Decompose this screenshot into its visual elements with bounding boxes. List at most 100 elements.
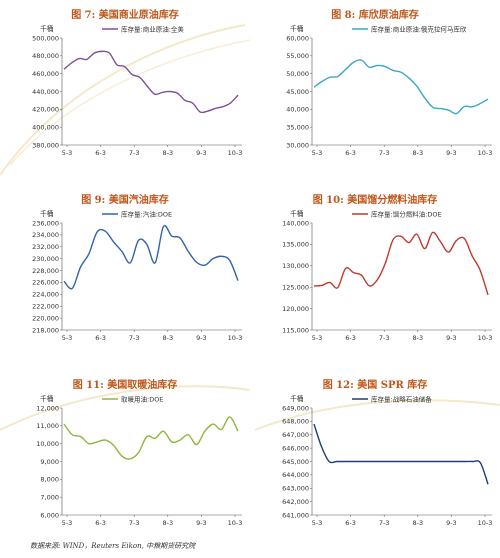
x-tick-label: 10-3 — [228, 519, 243, 527]
x-tick-label: 5-3 — [62, 149, 73, 157]
chart-title: 图 7: 美国商业原油库存 — [71, 10, 179, 21]
x-tick-label: 7-3 — [379, 334, 390, 342]
chart-svg: 千桶 218,000 220,000 222,000 224,000 226,000 228… — [32, 209, 243, 342]
x-tick-label: 8-3 — [412, 519, 423, 527]
source-note: 数据来源: WIND，Reuters Eikon, 中粮期货研究院 — [30, 542, 196, 550]
y-tick-label: 420,000 — [32, 106, 59, 114]
legend-label: 取暖用油:DOE — [121, 394, 163, 403]
series-line — [313, 59, 489, 115]
chart-title: 图 11: 美国取暖油库存 — [72, 380, 178, 391]
series-line — [313, 231, 489, 296]
y-tick-label: 218,000 — [32, 326, 59, 334]
y-tick-label: 115,000 — [282, 326, 309, 334]
y-tick-label: 6,000 — [40, 511, 59, 519]
x-tick-label: 10-3 — [228, 334, 243, 342]
series-line — [63, 224, 239, 290]
x-tick-label: 8-3 — [162, 149, 173, 157]
unit-label: 千桶 — [40, 24, 54, 33]
x-tick-label: 9-3 — [196, 334, 207, 342]
unit-label: 千桶 — [40, 394, 54, 403]
series-line — [63, 50, 239, 114]
chart-panel-2: 图 8: 库欣原油库存 千桶 30,000 35,000 40,000 45,000 50… — [250, 0, 500, 185]
chart-panel-4: 图 10: 美国馏分燃料油库存 千桶 115,000 120,000 125,000 1… — [250, 185, 500, 370]
y-tick-label: 649,000 — [282, 404, 309, 412]
chart-svg: 千桶 641,000 642,000 643,000 644,000 645,000 646… — [282, 394, 493, 527]
x-tick-label: 6-3 — [95, 519, 106, 527]
y-tick-label: 11,000 — [36, 422, 59, 430]
chart-svg: 千桶 30,000 35,000 40,000 45,000 50,000 55,000 60… — [286, 24, 493, 157]
y-tick-label: 120,000 — [282, 305, 309, 313]
y-tick-label: 641,000 — [282, 511, 309, 519]
legend-label: 库存量:馏分燃料油:DOE — [371, 209, 442, 218]
chart-svg: 千桶 115,000 120,000 125,000 130,000 135,000 140… — [282, 209, 493, 342]
unit-label: 千桶 — [290, 394, 304, 403]
x-tick-label: 9-3 — [446, 334, 457, 342]
y-tick-label: 130,000 — [282, 262, 309, 270]
y-tick-label: 30,000 — [286, 141, 309, 149]
legend-label: 库存量:商业原油:全美 — [121, 24, 184, 33]
x-tick-label: 8-3 — [412, 334, 423, 342]
x-tick-label: 5-3 — [312, 519, 323, 527]
series-line — [313, 423, 489, 485]
x-tick-label: 10-3 — [478, 334, 493, 342]
x-tick-label: 5-3 — [62, 519, 73, 527]
chart-title: 图 10: 美国馏分燃料油库存 — [312, 195, 438, 206]
y-tick-label: 8,000 — [40, 476, 59, 484]
y-tick-label: 55,000 — [286, 52, 309, 60]
chart-svg: 千桶 380,000 400,000 420,000 440,000 460,000 480… — [32, 24, 242, 157]
y-tick-label: 642,000 — [282, 498, 309, 506]
y-tick-label: 644,000 — [282, 471, 309, 479]
y-tick-label: 648,000 — [282, 418, 309, 426]
y-tick-label: 232,000 — [32, 243, 59, 251]
x-tick-label: 6-3 — [345, 149, 356, 157]
y-tick-label: 646,000 — [282, 444, 309, 452]
y-tick-label: 460,000 — [32, 70, 59, 78]
y-tick-label: 226,000 — [32, 279, 59, 287]
x-tick-label: 9-3 — [196, 149, 207, 157]
y-tick-label: 125,000 — [282, 284, 309, 292]
x-tick-label: 9-3 — [196, 519, 207, 527]
x-tick-label: 8-3 — [412, 149, 423, 157]
y-tick-label: 135,000 — [282, 241, 309, 249]
y-tick-label: 440,000 — [32, 88, 59, 96]
series-line — [63, 416, 239, 460]
legend-label: 库存量:汽油:DOE — [121, 209, 172, 218]
unit-label: 千桶 — [290, 209, 304, 218]
y-tick-label: 7,000 — [40, 493, 59, 501]
chart-panel-5: 图 11: 美国取暖油库存 千桶 6,000 7,000 8,000 9,000 10,0… — [0, 370, 250, 555]
x-tick-label: 8-3 — [162, 334, 173, 342]
y-tick-label: 480,000 — [32, 52, 59, 60]
chart-title: 图 12: 美国 SPR 库存 — [322, 380, 428, 391]
y-tick-label: 10,000 — [36, 440, 59, 448]
y-tick-label: 35,000 — [286, 123, 309, 131]
y-tick-label: 220,000 — [32, 314, 59, 322]
chart-title: 图 9: 美国汽油库存 — [81, 195, 169, 206]
x-tick-label: 7-3 — [129, 334, 140, 342]
x-tick-label: 5-3 — [312, 334, 323, 342]
x-tick-label: 9-3 — [446, 519, 457, 527]
x-tick-label: 6-3 — [345, 334, 356, 342]
y-tick-label: 236,000 — [32, 219, 59, 227]
y-tick-label: 645,000 — [282, 458, 309, 466]
unit-label: 千桶 — [40, 209, 54, 218]
x-tick-label: 7-3 — [129, 519, 140, 527]
x-tick-label: 6-3 — [95, 149, 106, 157]
x-tick-label: 7-3 — [379, 149, 390, 157]
x-tick-label: 6-3 — [95, 334, 106, 342]
y-tick-label: 60,000 — [286, 34, 309, 42]
legend-label: 库存量:商业原油:俄克拉何马库欣 — [371, 24, 467, 33]
chart-panel-3: 图 9: 美国汽油库存 千桶 218,000 220,000 222,000 224,0… — [0, 185, 250, 370]
y-tick-label: 643,000 — [282, 485, 309, 493]
y-tick-label: 647,000 — [282, 431, 309, 439]
chart-svg: 千桶 6,000 7,000 8,000 9,000 10,000 11,000 12,000… — [36, 394, 243, 527]
y-tick-label: 222,000 — [32, 303, 59, 311]
x-tick-label: 9-3 — [446, 149, 457, 157]
chart-panel-6: 图 12: 美国 SPR 库存 千桶 641,000 642,000 643,000 6… — [250, 370, 500, 555]
y-tick-label: 9,000 — [40, 458, 59, 466]
y-tick-label: 234,000 — [32, 231, 59, 239]
x-tick-label: 10-3 — [478, 149, 493, 157]
x-tick-label: 8-3 — [162, 519, 173, 527]
x-tick-label: 10-3 — [478, 519, 493, 527]
legend-label: 库存量:战略石油储备 — [371, 394, 432, 403]
x-tick-label: 6-3 — [345, 519, 356, 527]
